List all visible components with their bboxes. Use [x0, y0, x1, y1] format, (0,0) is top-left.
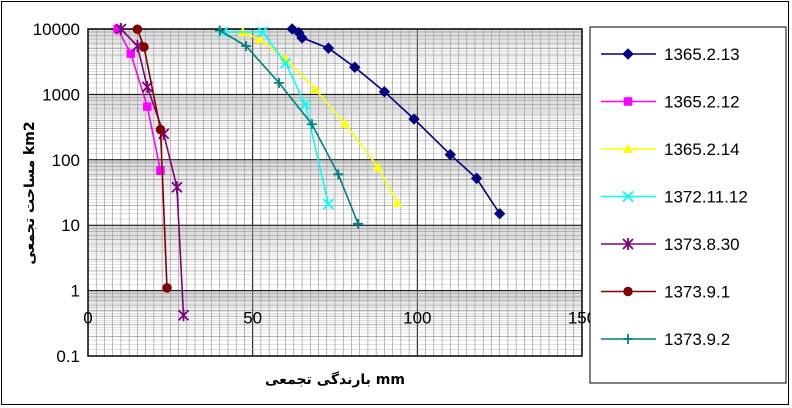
plus-marker — [306, 119, 317, 130]
triangle-marker — [623, 144, 633, 153]
square-marker — [143, 102, 152, 111]
star-marker — [622, 238, 634, 250]
series-line — [219, 29, 359, 225]
diamond-marker — [493, 207, 506, 220]
series-1373.9.2 — [214, 25, 364, 229]
x-tick-label: 0 — [83, 309, 92, 328]
legend-item: 1373.9.2 — [601, 330, 730, 349]
diamond-marker — [622, 48, 634, 60]
x-tick-label: 100 — [403, 309, 431, 328]
plus-marker — [241, 40, 252, 51]
series-layer — [113, 23, 506, 322]
axis-ticks: 0.1 1 10 100 1000 10000 0 50 100 150 — [33, 20, 596, 366]
circle-marker — [623, 286, 633, 297]
legend-item: 1365.2.13 — [601, 45, 740, 64]
x-tick-label: 50 — [243, 309, 262, 328]
series-line — [242, 31, 399, 204]
diamond-marker — [444, 148, 456, 161]
triangle-marker — [310, 84, 321, 94]
star-marker — [177, 309, 190, 322]
triangle-marker — [339, 118, 350, 128]
star-marker — [115, 23, 127, 35]
circle-marker — [139, 42, 149, 52]
x-marker — [299, 98, 311, 111]
legend-label: 1373.9.1 — [664, 283, 730, 302]
y-tick-label: 10000 — [33, 20, 80, 39]
circle-marker — [132, 24, 143, 35]
square-marker — [113, 24, 122, 34]
series-1372.11.12 — [217, 26, 335, 210]
plus-marker — [353, 218, 364, 229]
plot-area-border — [87, 28, 583, 357]
x-marker — [622, 190, 634, 203]
legend-item: 1373.9.1 — [601, 283, 730, 302]
diamond-marker — [378, 85, 391, 98]
y-tick-label: 1000 — [42, 85, 80, 104]
series-1373.9.1 — [132, 24, 172, 293]
y-tick-label: 10 — [61, 216, 80, 235]
plus-marker — [623, 334, 633, 344]
plus-marker — [274, 77, 285, 88]
legend-label: 1365.2.12 — [664, 93, 740, 112]
y-tick-label: 100 — [52, 151, 80, 170]
x-marker — [256, 26, 269, 38]
series-1365.2.13 — [286, 23, 506, 220]
triangle-marker — [254, 34, 265, 44]
y-tick-label: 0.1 — [56, 347, 80, 366]
plus-marker — [333, 169, 344, 180]
square-marker — [126, 49, 136, 58]
legend-label: 1373.9.2 — [664, 330, 730, 349]
circle-marker — [162, 283, 172, 293]
series-line — [136, 29, 168, 288]
diamond-marker — [296, 32, 308, 44]
legend-label: 1365.2.13 — [664, 45, 740, 64]
x-marker — [279, 57, 292, 69]
legend-label: 1372.11.12 — [664, 188, 748, 207]
legend-item: 1365.2.12 — [601, 93, 740, 112]
y-axis-title: مساحت تجمعی km2 — [22, 121, 38, 264]
legend: 1365.2.13 1365.2.12 1365.2.14 1372.11.12 137… — [589, 26, 787, 384]
triangle-marker — [392, 197, 403, 207]
y-tick-label: 1 — [71, 282, 80, 301]
series-1365.2.12 — [113, 24, 165, 176]
legend-item: 1373.8.30 — [601, 235, 740, 254]
triangle-marker — [372, 161, 383, 171]
x-axis-title: بارندگی تجمعی mm — [265, 371, 405, 388]
diamond-marker — [408, 113, 420, 125]
x-tick-label: 150 — [568, 309, 596, 328]
legend-box — [589, 26, 787, 384]
legend-label: 1365.2.14 — [664, 140, 740, 159]
diamond-marker — [470, 172, 483, 185]
gridlines — [87, 28, 583, 357]
circle-marker — [155, 124, 166, 135]
x-marker — [322, 198, 335, 210]
diamond-marker — [349, 61, 361, 73]
legend-label: 1373.8.30 — [664, 235, 740, 254]
series-1373.8.30 — [115, 23, 190, 322]
star-marker — [171, 181, 183, 194]
series-line — [116, 28, 162, 171]
diamond-marker — [322, 42, 335, 54]
legend-item: 1372.11.12 — [601, 188, 748, 207]
square-marker — [156, 166, 165, 176]
plus-marker — [214, 25, 225, 36]
legend-item: 1365.2.14 — [601, 140, 740, 159]
square-marker — [623, 97, 633, 106]
